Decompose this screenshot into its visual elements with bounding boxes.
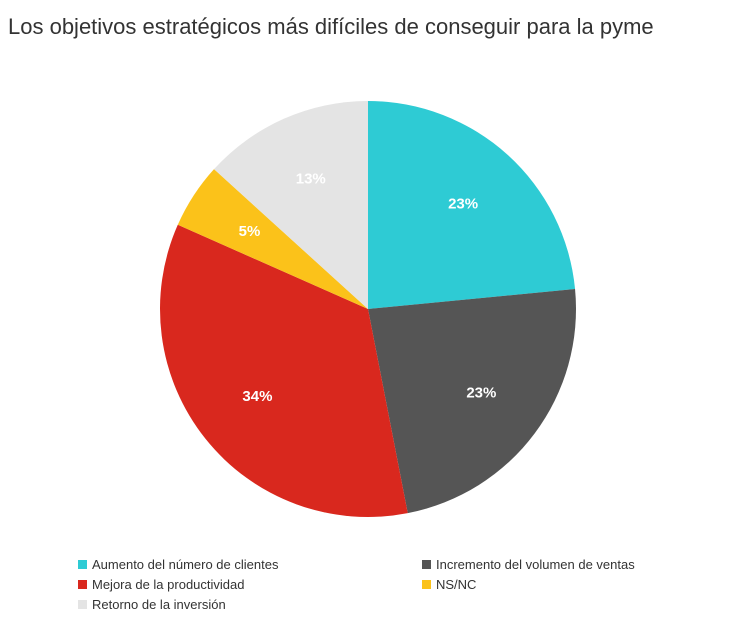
pie-slice-incremento-ventas: [368, 289, 577, 514]
legend-swatch: [422, 580, 431, 589]
legend-label: Incremento del volumen de ventas: [436, 557, 635, 572]
legend-swatch: [78, 560, 87, 569]
legend-label: Mejora de la productividad: [92, 577, 245, 592]
slice-value-label-aumento-clientes: 23%: [448, 195, 478, 212]
slice-value-label-ns-nc: 5%: [239, 223, 261, 240]
legend-swatch: [78, 580, 87, 589]
slice-value-label-incremento-ventas: 23%: [466, 385, 496, 402]
legend-item-incremento-ventas: Incremento del volumen de ventas: [422, 556, 698, 573]
legend-label: NS/NC: [436, 577, 477, 592]
legend-item-ns-nc: NS/NC: [422, 576, 698, 593]
legend-swatch: [78, 600, 87, 609]
pie-slice-mejora-productividad: [160, 224, 408, 517]
legend-label: Retorno de la inversión: [92, 597, 226, 612]
legend-item-retorno-inversion: Retorno de la inversión: [78, 596, 422, 613]
legend-item-aumento-clientes: Aumento del número de clientes: [78, 556, 422, 573]
pie-chart: 23% 23% 34% 5% 13%: [160, 101, 577, 517]
slice-value-label-retorno-inversion: 13%: [296, 171, 326, 188]
pie-slice-aumento-clientes: [368, 101, 576, 309]
pie-slice-retorno-inversion: [214, 101, 368, 309]
pie-labels: 23% 23% 34% 5% 13%: [239, 171, 497, 406]
pie-slice-ns-nc: [177, 169, 368, 309]
legend-item-mejora-productividad: Mejora de la productividad: [78, 576, 422, 593]
legend: Aumento del número de clientes Increment…: [78, 556, 698, 613]
legend-label: Aumento del número de clientes: [92, 557, 279, 572]
pie-slices: [160, 101, 577, 517]
legend-swatch: [422, 560, 431, 569]
chart-title: Los objetivos estratégicos más difíciles…: [8, 14, 654, 39]
slice-value-label-mejora-productividad: 34%: [242, 388, 272, 405]
